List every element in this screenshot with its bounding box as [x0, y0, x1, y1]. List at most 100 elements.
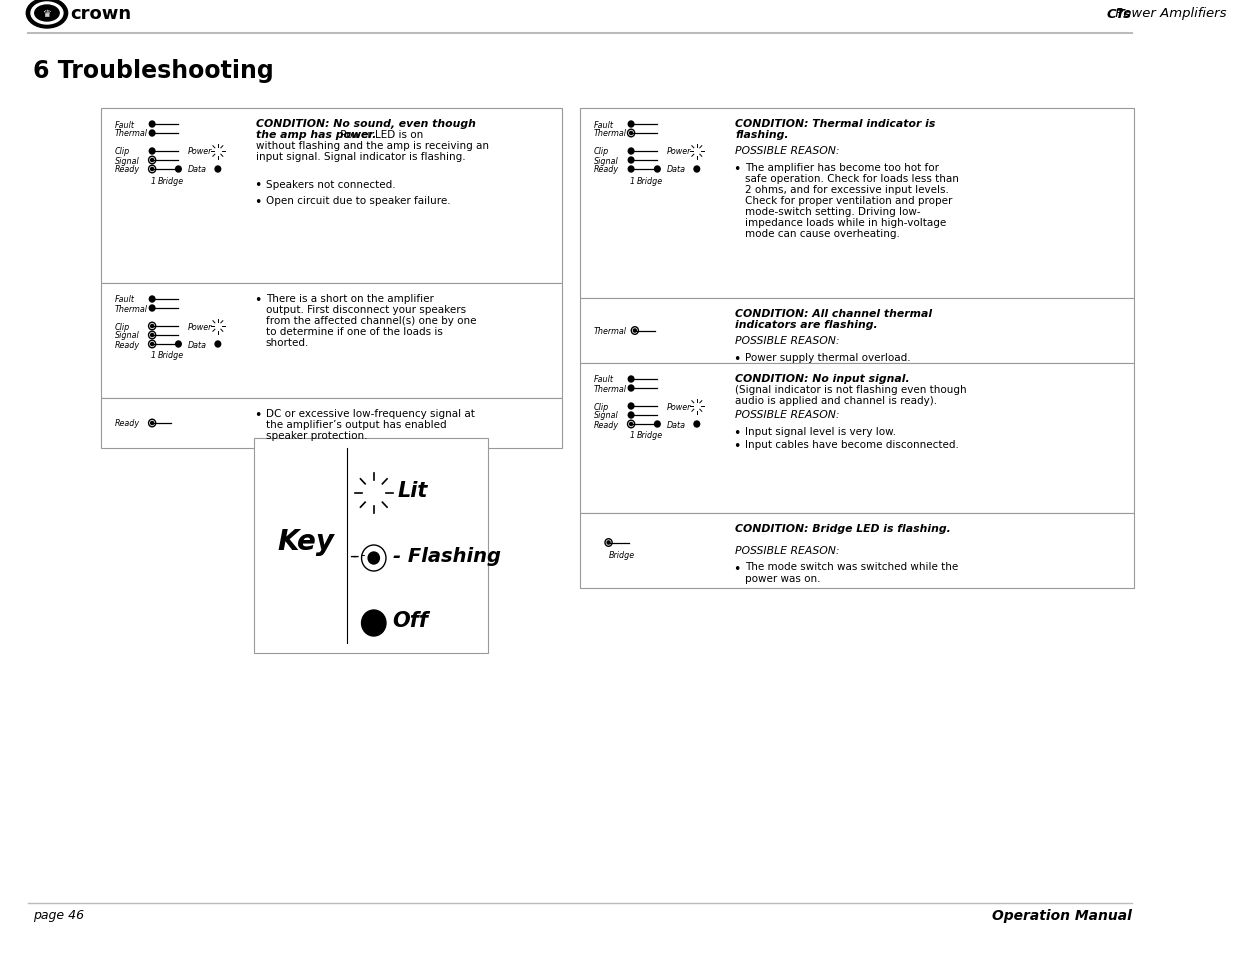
Text: Ready: Ready [115, 419, 140, 428]
Circle shape [655, 421, 661, 428]
Text: Power: Power [188, 148, 212, 156]
Ellipse shape [215, 324, 221, 329]
Text: •: • [734, 439, 741, 453]
Text: CTs: CTs [1107, 8, 1131, 20]
Circle shape [694, 421, 700, 428]
Circle shape [629, 376, 634, 382]
Text: Thermal: Thermal [115, 130, 147, 138]
Text: Data: Data [188, 340, 206, 349]
Text: Power: Power [188, 322, 212, 331]
Bar [580, 298, 1135, 364]
Text: Signal: Signal [115, 156, 140, 165]
Text: the amplifier’s output has enabled: the amplifier’s output has enabled [266, 419, 446, 430]
Text: The amplifier has become too hot for: The amplifier has become too hot for [745, 163, 939, 172]
Text: Thermal: Thermal [115, 304, 147, 314]
Ellipse shape [364, 486, 383, 500]
Text: •: • [734, 426, 741, 439]
Text: Bridge: Bridge [637, 176, 663, 185]
Text: ♛: ♛ [42, 9, 52, 19]
Circle shape [629, 158, 634, 164]
Text: Ready: Ready [594, 420, 619, 429]
Circle shape [151, 325, 153, 328]
Text: flashing.: flashing. [735, 130, 789, 140]
Text: Ready: Ready [115, 165, 140, 174]
Text: POSSIBLE REASON:: POSSIBLE REASON: [735, 336, 840, 346]
Circle shape [149, 296, 154, 303]
Circle shape [151, 159, 153, 162]
Circle shape [629, 149, 634, 154]
Text: shorted.: shorted. [266, 337, 309, 348]
Text: Operation Manual: Operation Manual [992, 908, 1131, 923]
Text: -: - [361, 549, 366, 562]
Text: Off: Off [393, 610, 429, 630]
Bar [580, 109, 1135, 298]
Text: Bridge: Bridge [609, 551, 635, 559]
Text: Input cables have become disconnected.: Input cables have become disconnected. [745, 439, 958, 450]
Circle shape [629, 167, 634, 172]
Text: Power Amplifiers: Power Amplifiers [1112, 8, 1226, 20]
Circle shape [629, 386, 634, 392]
Text: The mode switch was switched while the: The mode switch was switched while the [745, 562, 958, 572]
Text: Signal: Signal [115, 331, 140, 340]
Bar [580, 514, 1135, 588]
Text: Lit: Lit [398, 480, 427, 500]
Text: Bridge: Bridge [158, 351, 184, 360]
Circle shape [149, 306, 154, 312]
Text: Power supply thermal overload.: Power supply thermal overload. [745, 353, 910, 363]
Circle shape [149, 122, 154, 128]
Text: mode-switch setting. Driving low-: mode-switch setting. Driving low- [745, 207, 920, 216]
Text: •: • [254, 409, 262, 421]
Ellipse shape [694, 404, 700, 409]
Text: Clip: Clip [115, 322, 130, 331]
Text: Data: Data [667, 165, 685, 174]
Text: There is a short on the amplifier: There is a short on the amplifier [266, 294, 433, 304]
Bar [253, 438, 488, 654]
Text: from the affected channel(s) one by one: from the affected channel(s) one by one [266, 315, 477, 326]
Text: safe operation. Check for loads less than: safe operation. Check for loads less tha… [745, 173, 958, 184]
Circle shape [151, 422, 153, 425]
Circle shape [149, 131, 154, 137]
Text: Data: Data [667, 420, 685, 429]
Text: CONDITION: No sound, even though: CONDITION: No sound, even though [257, 119, 477, 129]
Text: the amp has power.: the amp has power. [257, 130, 377, 140]
Text: CONDITION: No input signal.: CONDITION: No input signal. [735, 374, 910, 384]
Circle shape [368, 553, 379, 564]
Ellipse shape [31, 3, 63, 25]
Circle shape [151, 169, 153, 172]
Text: speaker protection.: speaker protection. [266, 431, 367, 440]
Text: CONDITION: Bridge LED is flashing.: CONDITION: Bridge LED is flashing. [735, 523, 951, 534]
Text: CONDITION: All channel thermal: CONDITION: All channel thermal [735, 309, 932, 318]
Text: Fault: Fault [594, 375, 614, 384]
Circle shape [630, 132, 632, 135]
Circle shape [630, 423, 632, 426]
Ellipse shape [35, 6, 59, 22]
Text: 1: 1 [629, 431, 635, 440]
Circle shape [151, 343, 153, 346]
Ellipse shape [694, 150, 700, 154]
Text: POSSIBLE REASON:: POSSIBLE REASON: [735, 545, 840, 556]
Text: 1: 1 [151, 176, 156, 185]
Text: Fault: Fault [115, 120, 135, 130]
Text: •: • [254, 195, 262, 209]
Text: page 46: page 46 [33, 908, 84, 922]
Text: - Flashing: - Flashing [393, 546, 500, 565]
Text: •: • [254, 179, 262, 193]
Text: (Signal indicator is not flashing even though: (Signal indicator is not flashing even t… [735, 385, 967, 395]
Text: -: - [350, 546, 356, 564]
Circle shape [175, 167, 182, 172]
Text: output. First disconnect your speakers: output. First disconnect your speakers [266, 305, 466, 314]
Text: Key: Key [277, 527, 333, 555]
Text: Fault: Fault [594, 120, 614, 130]
Text: Thermal: Thermal [594, 384, 626, 393]
Text: Thermal: Thermal [594, 327, 626, 335]
Text: •: • [734, 353, 741, 366]
Text: Signal: Signal [594, 411, 619, 420]
Text: DC or excessive low-frequency signal at: DC or excessive low-frequency signal at [266, 409, 474, 418]
Text: input signal. Signal indicator is flashing.: input signal. Signal indicator is flashi… [257, 152, 466, 162]
Text: Clip: Clip [594, 148, 609, 156]
Text: Power: Power [667, 148, 692, 156]
Text: 2 ohms, and for excessive input levels.: 2 ohms, and for excessive input levels. [745, 185, 948, 194]
Text: Speakers not connected.: Speakers not connected. [266, 179, 395, 190]
Bar [101, 109, 562, 284]
Text: Power: Power [667, 402, 692, 411]
